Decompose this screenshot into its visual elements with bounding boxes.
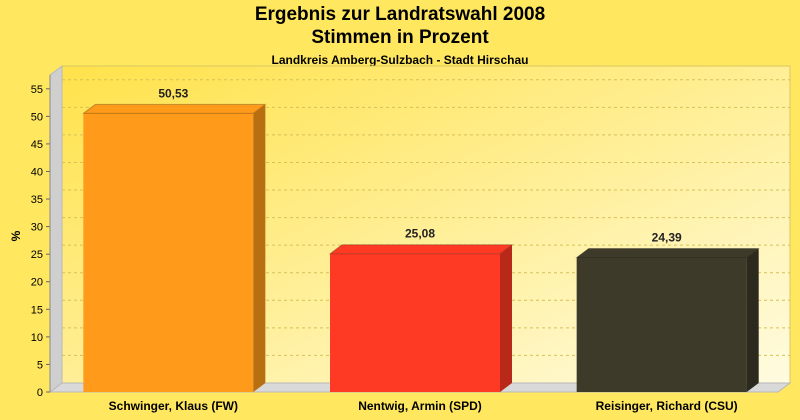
bar-front [576, 257, 747, 392]
bar-side [253, 104, 266, 393]
y-tick-label: 50 [31, 111, 43, 123]
y-tick-label: 45 [31, 139, 43, 151]
bar-value-label: 50,53 [158, 86, 188, 100]
x-category-label: Nentwig, Armin (SPD) [358, 399, 482, 413]
y-tick-label: 15 [31, 304, 43, 316]
y-tick-label: 10 [31, 332, 43, 344]
bar-front [330, 253, 500, 392]
y-tick-label: 40 [31, 166, 43, 178]
bar-top [575, 248, 761, 259]
bar-side-shade [253, 104, 266, 393]
y-tick-label: 0 [37, 387, 43, 399]
y-axis-label: % [9, 230, 23, 241]
bar [575, 248, 761, 392]
x-category-label: Schwinger, Klaus (FW) [109, 399, 238, 413]
bar-side-shade [500, 244, 512, 392]
plot-side-wall [49, 65, 63, 393]
x-category-label: Reisinger, Richard (CSU) [596, 399, 738, 413]
chart-subtitle: Stimmen in Prozent [311, 27, 489, 48]
bar-side [500, 244, 512, 392]
bar-value-label: 24,39 [652, 231, 682, 245]
bar-side [746, 248, 759, 392]
bar-value-label: 25,08 [405, 227, 435, 241]
chart-caption: Landkreis Amberg-Sulzbach - Stadt Hirsch… [271, 53, 529, 67]
bar-side-shade [746, 248, 759, 392]
y-tick-label: 35 [31, 194, 43, 206]
y-tick-label: 5 [37, 359, 43, 371]
bar-top [81, 103, 267, 114]
y-tick-label: 20 [31, 277, 43, 289]
chart-title: Ergebnis zur Landratswahl 2008 [254, 4, 546, 25]
bar [81, 103, 267, 393]
y-tick-label: 25 [31, 249, 43, 261]
y-tick-label: 55 [31, 84, 43, 96]
bar [328, 244, 514, 392]
bar-front [83, 113, 254, 393]
bar-top [328, 244, 514, 255]
y-tick-label: 30 [31, 222, 43, 234]
